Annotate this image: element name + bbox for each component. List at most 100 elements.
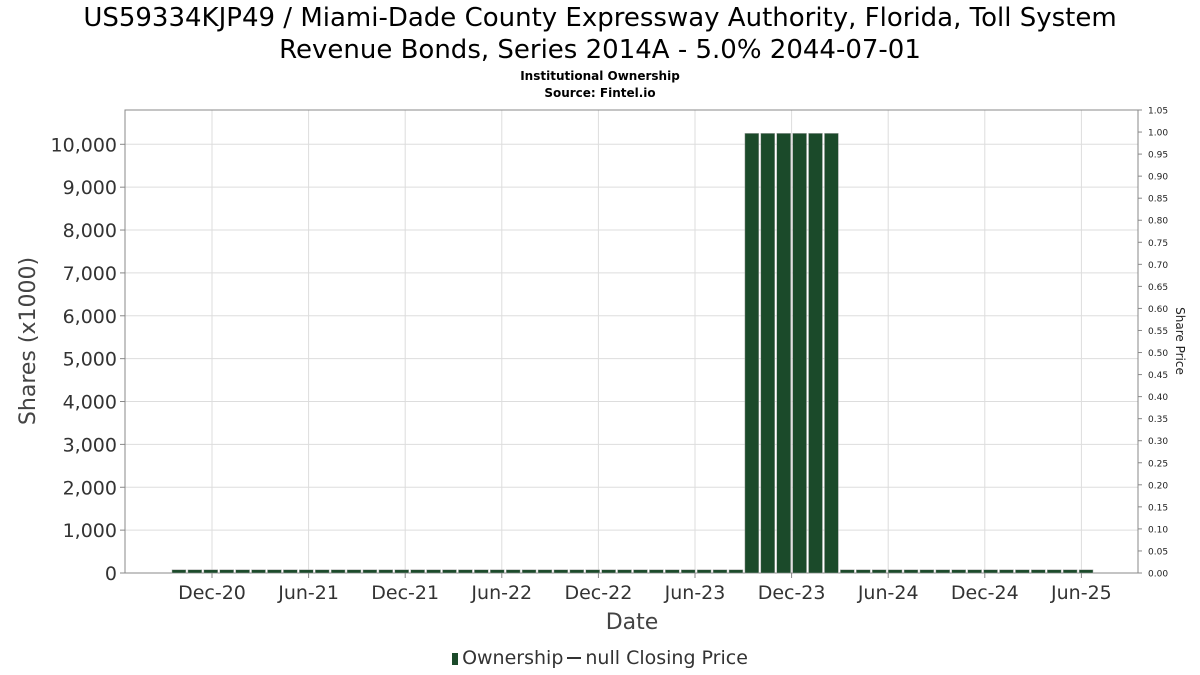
- x-tick-label: Dec-24: [951, 582, 1019, 604]
- y2-tick-label: 0.80: [1148, 217, 1168, 227]
- chart-subtitle: Institutional Ownership: [520, 69, 680, 83]
- y2-tick-label: 0.95: [1148, 151, 1168, 161]
- y-axis-right: 0.00 0.05 0.10 0.15 0.20 0.25 0.30 0.35 0.40 0.45…: [1138, 107, 1168, 580]
- legend-ownership-label: Ownership: [462, 647, 564, 669]
- ownership-bar: [871, 569, 887, 574]
- y-axis-left: 0 1,000 2,000 3,000 4,000 5,000 6,000 7,000 8,00…: [51, 134, 125, 585]
- x-tick-label: Dec-20: [178, 582, 246, 604]
- y-tick-label: 9,000: [63, 177, 117, 199]
- y2-tick-label: 1.05: [1148, 107, 1168, 117]
- ownership-bar: [521, 569, 537, 574]
- ownership-bar: [394, 569, 409, 574]
- ownership-bar: [951, 569, 966, 574]
- y2-axis-label: Share Price: [1173, 307, 1187, 375]
- x-tick-label: Dec-23: [758, 582, 826, 604]
- y-tick-label: 7,000: [63, 263, 117, 285]
- ownership-bar: [330, 569, 346, 574]
- x-tick-label: Dec-22: [564, 582, 632, 604]
- y2-tick-label: 0.65: [1148, 283, 1168, 293]
- x-tick-label: Jun-22: [470, 582, 532, 604]
- ownership-bar: [346, 569, 362, 574]
- legend-price-label: null Closing Price: [585, 647, 748, 669]
- x-tick-label: Jun-23: [664, 582, 726, 604]
- ownership-bar: [617, 569, 632, 574]
- y-tick-label: 2,000: [63, 477, 117, 499]
- y-tick-label: 3,000: [63, 434, 117, 456]
- ownership-bar: [744, 133, 760, 574]
- ownership-bar: [808, 133, 823, 574]
- y2-tick-label: 0.70: [1148, 261, 1168, 271]
- ownership-bar: [505, 569, 521, 574]
- ownership-bar: [203, 569, 218, 574]
- ownership-bars: [171, 133, 1094, 574]
- y-tick-label: 8,000: [63, 220, 117, 242]
- y2-tick-label: 0.05: [1148, 547, 1168, 557]
- ownership-bar: [362, 569, 378, 574]
- ownership-bar: [585, 569, 600, 574]
- ownership-bar: [760, 133, 775, 574]
- ownership-bar: [633, 569, 648, 574]
- y2-tick-label: 0.55: [1148, 327, 1168, 337]
- y2-tick-label: 0.20: [1148, 481, 1168, 491]
- y-tick-label: 4,000: [63, 392, 117, 414]
- ownership-bar: [267, 569, 282, 574]
- x-tick-label: Jun-24: [857, 582, 919, 604]
- ownership-bar: [378, 569, 394, 574]
- x-axis: Dec-20 Jun-21 Dec-21 Jun-22 Dec-22 Jun-23 Dec-…: [178, 573, 1112, 604]
- ownership-bar: [283, 569, 298, 574]
- ownership-bar: [649, 569, 664, 574]
- y-tick-label: 5,000: [63, 349, 117, 371]
- chart-title-line-2: Revenue Bonds, Series 2014A - 5.0% 2044-…: [279, 35, 921, 65]
- chart-source: Source: Fintel.io: [544, 86, 656, 100]
- ownership-bar: [887, 569, 903, 574]
- ownership-bar: [251, 569, 266, 574]
- y-tick-label: 1,000: [63, 520, 117, 542]
- ownership-bar: [474, 569, 489, 574]
- ownership-bar: [553, 569, 569, 574]
- ownership-bar: [696, 569, 712, 574]
- grid-lines: [125, 110, 1138, 574]
- ownership-bar: [314, 569, 330, 574]
- ownership-bar: [792, 133, 807, 574]
- y-tick-label: 10,000: [51, 134, 117, 156]
- y2-tick-label: 1.00: [1148, 129, 1168, 139]
- x-tick-label: Jun-21: [277, 582, 339, 604]
- ownership-bar: [219, 569, 234, 574]
- ownership-bar: [601, 569, 616, 574]
- ownership-bar: [442, 569, 457, 574]
- ownership-bar: [187, 569, 203, 574]
- y2-tick-label: 0.85: [1148, 195, 1168, 205]
- ownership-bar: [1078, 569, 1094, 574]
- ownership-bar: [426, 569, 441, 574]
- ownership-bar: [1031, 569, 1046, 574]
- ownership-bar: [776, 133, 791, 574]
- ownership-bar: [1047, 569, 1062, 574]
- ownership-bar: [856, 569, 871, 574]
- x-tick-label: Dec-21: [371, 582, 439, 604]
- y2-tick-label: 0.15: [1148, 503, 1168, 513]
- y2-tick-label: 0.00: [1148, 570, 1168, 580]
- chart-title-line-1: US59334KJP49 / Miami-Dade County Express…: [83, 3, 1117, 33]
- y2-tick-label: 0.45: [1148, 371, 1168, 381]
- ownership-bar: [712, 569, 728, 574]
- ownership-bar: [537, 569, 553, 574]
- ownership-bar: [919, 569, 935, 574]
- ownership-bar: [967, 569, 982, 574]
- ownership-bar: [728, 569, 744, 574]
- y2-tick-label: 0.40: [1148, 393, 1168, 403]
- legend-price-line: [567, 657, 582, 659]
- ownership-bar: [1015, 569, 1030, 574]
- y2-tick-label: 0.75: [1148, 239, 1168, 249]
- ownership-bar: [665, 569, 680, 574]
- ownership-bar: [935, 569, 951, 574]
- y2-tick-label: 0.35: [1148, 415, 1168, 425]
- ownership-bar: [299, 569, 314, 574]
- ownership-bar: [903, 569, 919, 574]
- ownership-bar: [824, 133, 839, 574]
- ownership-bar: [490, 569, 505, 574]
- y2-tick-label: 0.30: [1148, 437, 1168, 447]
- y-tick-label: 6,000: [63, 306, 117, 328]
- x-axis-label: Date: [606, 610, 659, 635]
- ownership-bar: [983, 569, 998, 574]
